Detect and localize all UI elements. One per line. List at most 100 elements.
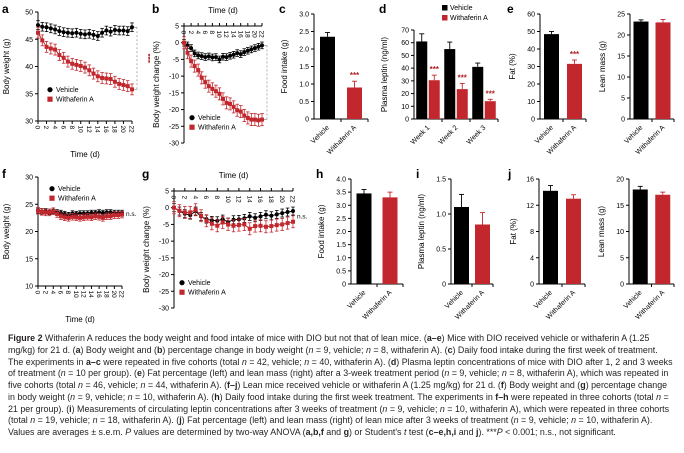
svg-text:16: 16 xyxy=(95,291,102,299)
svg-text:40: 40 xyxy=(401,66,409,73)
svg-text:10: 10 xyxy=(72,291,79,299)
panel-h-chart: h 0 0.5 1.0 1.5 2.0 2.5 3.0 3.5 4.0 Food intake (g… xyxy=(316,167,404,321)
panel-j-lean-mass-chart-slot: 0 5 10 15 20 Lean mass (g) Vehicle Withaferin A xyxy=(595,165,684,330)
svg-text:Fat (%): Fat (%) xyxy=(508,53,517,80)
svg-text:Lean mass (g): Lean mass (g) xyxy=(598,41,607,92)
svg-text:2.0: 2.0 xyxy=(336,229,346,236)
svg-text:20: 20 xyxy=(25,229,33,236)
svg-text:-30: -30 xyxy=(169,141,179,148)
svg-text:***: *** xyxy=(273,78,278,88)
svg-text:Vehicle: Vehicle xyxy=(623,124,644,145)
svg-text:8: 8 xyxy=(213,196,220,200)
svg-text:n.s.: n.s. xyxy=(297,213,308,220)
svg-text:60: 60 xyxy=(527,12,535,19)
svg-text:4: 4 xyxy=(51,126,58,130)
svg-text:5: 5 xyxy=(620,255,624,262)
svg-text:16: 16 xyxy=(256,196,263,204)
svg-text:10: 10 xyxy=(215,31,222,39)
svg-text:Week 3: Week 3 xyxy=(466,124,488,146)
svg-text:0: 0 xyxy=(530,282,534,289)
svg-text:40: 40 xyxy=(527,47,535,54)
svg-text:4: 4 xyxy=(530,255,534,262)
svg-text:1.5: 1.5 xyxy=(436,177,446,184)
svg-text:0: 0 xyxy=(621,117,625,124)
svg-text:2.0: 2.0 xyxy=(299,47,309,54)
svg-text:20: 20 xyxy=(119,126,126,134)
svg-text:30: 30 xyxy=(25,119,33,126)
svg-text:22: 22 xyxy=(128,126,135,134)
svg-text:Week 1: Week 1 xyxy=(410,124,432,146)
svg-text:Withaferin A: Withaferin A xyxy=(450,15,488,22)
svg-text:4: 4 xyxy=(49,291,56,295)
svg-text:Withaferin A: Withaferin A xyxy=(56,97,94,104)
svg-text:Withaferin A: Withaferin A xyxy=(198,125,236,132)
svg-text:-10: -10 xyxy=(159,239,169,246)
svg-text:0: 0 xyxy=(34,291,41,295)
svg-text:2.5: 2.5 xyxy=(336,216,346,223)
svg-text:35: 35 xyxy=(25,91,33,98)
panel-e-lean-mass-chart-slot: 0 5 10 15 20 25 Lean mass (g) Vehicle Withaferin… xyxy=(596,0,684,165)
figure-caption: Figure 2 Withaferin A reduces the body w… xyxy=(8,333,673,437)
svg-text:18: 18 xyxy=(102,291,109,299)
svg-text:2: 2 xyxy=(41,291,48,295)
svg-text:18: 18 xyxy=(111,126,118,134)
panel-e-body-composition: e 0 10 20 30 40 50 60 Fat (%) Vehicle *** Withaferi… xyxy=(506,0,684,165)
panel-d-chart: d 0 10 20 30 40 50 60 70 Plasma leptin (ng/ml) ***… xyxy=(379,2,499,146)
svg-text:0: 0 xyxy=(165,205,169,212)
svg-text:e: e xyxy=(507,2,514,16)
panel-e-fat-chart-slot: e 0 10 20 30 40 50 60 Fat (%) Vehicle *** Withaferi… xyxy=(506,0,596,165)
svg-text:Vehicle: Vehicle xyxy=(533,289,554,310)
svg-text:1.0: 1.0 xyxy=(336,255,346,262)
svg-text:6: 6 xyxy=(59,126,66,130)
svg-text:0: 0 xyxy=(442,282,446,289)
svg-text:12: 12 xyxy=(235,196,242,204)
svg-text:0: 0 xyxy=(531,117,535,124)
svg-text:22: 22 xyxy=(289,196,296,204)
svg-text:14: 14 xyxy=(229,31,236,39)
svg-text:20: 20 xyxy=(527,82,535,89)
svg-text:0.5: 0.5 xyxy=(299,99,309,106)
svg-text:0.5: 0.5 xyxy=(436,247,446,254)
svg-text:50: 50 xyxy=(401,53,409,60)
svg-text:Plasma leptin (ng/ml): Plasma leptin (ng/ml) xyxy=(417,194,426,269)
svg-text:12: 12 xyxy=(526,203,534,210)
svg-text:b: b xyxy=(152,2,159,16)
svg-text:0: 0 xyxy=(170,196,177,200)
panel-j-fat-chart-slot: j 0 4 8 12 16 Fat (%) Vehicle Withaferin A xyxy=(507,165,595,330)
svg-text:5: 5 xyxy=(175,24,179,31)
svg-text:Vehicle: Vehicle xyxy=(56,87,79,94)
svg-text:Time (d): Time (d) xyxy=(219,171,249,180)
svg-text:4: 4 xyxy=(194,31,201,35)
svg-text:***: *** xyxy=(430,65,440,74)
svg-text:Plasma leptin (ng/ml): Plasma leptin (ng/ml) xyxy=(380,37,389,112)
svg-text:20: 20 xyxy=(617,33,625,40)
svg-text:Fat (%): Fat (%) xyxy=(509,218,518,245)
svg-text:c: c xyxy=(279,2,286,16)
svg-text:Lean mass (g): Lean mass (g) xyxy=(597,206,606,257)
svg-text:10: 10 xyxy=(224,196,231,204)
svg-text:Vehicle: Vehicle xyxy=(198,115,221,122)
svg-text:-30: -30 xyxy=(159,306,169,313)
svg-text:-25: -25 xyxy=(159,289,169,296)
panel-i-plasma-leptin: i 0 0.5 1.0 1.5 Plasma leptin (ng/ml) Vehicle W… xyxy=(415,165,507,330)
svg-text:Time (d): Time (d) xyxy=(208,6,238,15)
svg-text:22: 22 xyxy=(258,31,265,39)
svg-text:Body weight (g): Body weight (g) xyxy=(2,203,11,259)
svg-text:45: 45 xyxy=(25,37,33,44)
svg-text:20: 20 xyxy=(616,177,624,184)
panel-c-chart: c 0 0.5 1.0 1.5 2.0 2.5 3.0 Food intake (g) Vehic… xyxy=(279,2,369,156)
svg-text:12: 12 xyxy=(222,31,229,39)
svg-text:Vehicle: Vehicle xyxy=(450,5,473,12)
svg-text:j: j xyxy=(507,167,511,181)
svg-text:10: 10 xyxy=(527,99,535,106)
svg-text:60: 60 xyxy=(401,40,409,47)
lean-mice-panels-row: f 10 15 20 25 30 Body weight (g) 0 2 4 6 8 10 12 14 16 1… xyxy=(0,165,684,330)
svg-text:Withaferin A: Withaferin A xyxy=(58,196,96,203)
svg-text:6: 6 xyxy=(201,31,208,35)
svg-text:Vehicle: Vehicle xyxy=(188,280,211,287)
svg-text:15: 15 xyxy=(616,203,624,210)
